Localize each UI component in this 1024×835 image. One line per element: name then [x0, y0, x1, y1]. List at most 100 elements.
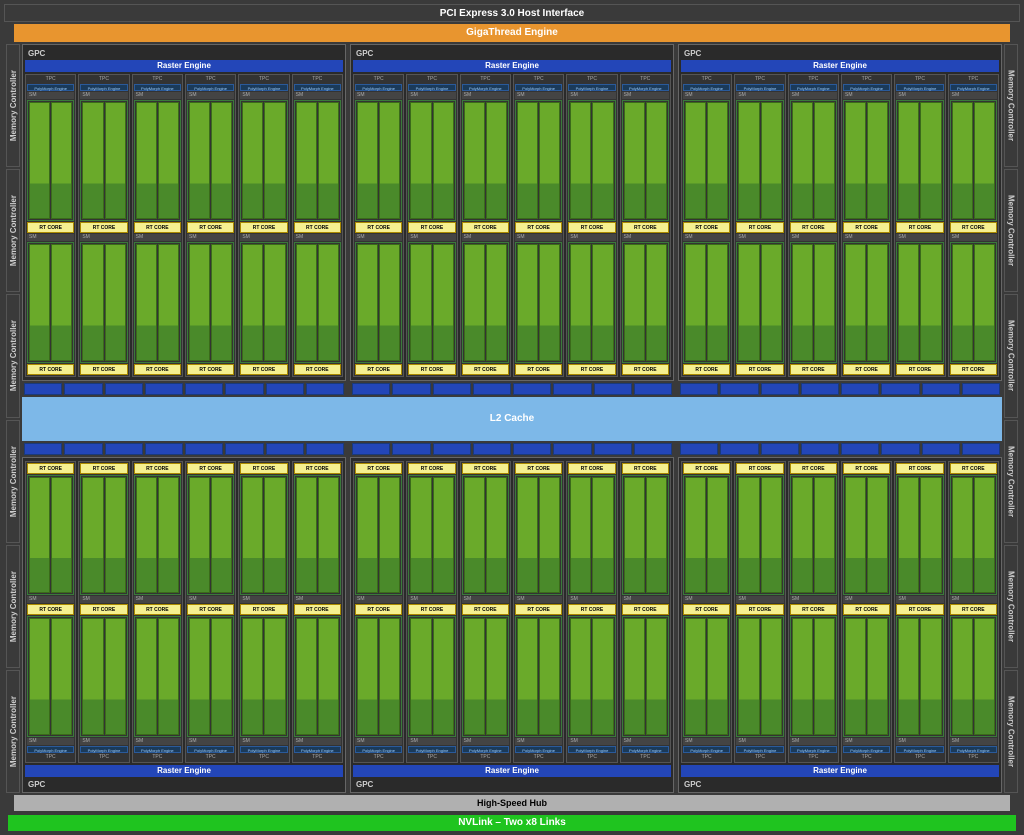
sm-label: SM — [240, 738, 287, 745]
sm-label: SM — [355, 234, 402, 241]
memory-controller: Memory Controller — [6, 420, 20, 543]
sm-block — [462, 242, 509, 363]
rt-core: RT CORE — [355, 364, 402, 375]
rop-group — [350, 443, 674, 455]
sm-label: SM — [843, 596, 890, 603]
sm-label: SM — [896, 738, 943, 745]
rt-core: RT CORE — [462, 364, 509, 375]
rt-core: RT CORE — [408, 463, 455, 474]
raster-engine: Raster Engine — [353, 60, 671, 72]
sm-partition — [211, 102, 232, 219]
sm-partition — [592, 477, 613, 594]
rt-core: RT CORE — [134, 604, 181, 615]
rt-core: RT CORE — [462, 604, 509, 615]
sm-label: SM — [294, 234, 341, 241]
sm-partition — [845, 477, 866, 594]
sm-partition — [592, 244, 613, 361]
sm-partition — [189, 477, 210, 594]
sm-label: SM — [683, 596, 730, 603]
sm-block — [187, 616, 234, 737]
rt-core: RT CORE — [568, 463, 615, 474]
sm-block — [843, 616, 890, 737]
gpc: RT CORESMRT CORESMPolyMorph EngineTPCRT … — [22, 457, 346, 794]
tpc: RT CORESMRT CORESMPolyMorph EngineTPC — [132, 461, 183, 764]
sm-block — [515, 242, 562, 363]
sm-partition — [920, 477, 941, 594]
gpc-label-row: GPC — [25, 778, 343, 790]
sm-partition — [707, 477, 728, 594]
rt-core: RT CORE — [736, 604, 783, 615]
tpc: TPCPolyMorph EngineSMRT CORESMRT CORE — [513, 74, 564, 377]
sm-label: SM — [622, 738, 669, 745]
sm-partition — [845, 102, 866, 219]
sm-block — [736, 475, 783, 596]
tpc: TPCPolyMorph EngineSMRT CORESMRT CORE — [353, 74, 404, 377]
sm-block — [622, 475, 669, 596]
gpc: RT CORESMRT CORESMPolyMorph EngineTPCRT … — [350, 457, 674, 794]
polymorph-engine: PolyMorph Engine — [80, 746, 127, 753]
l2-cache: L2 Cache — [22, 397, 1002, 441]
sm-label: SM — [683, 738, 730, 745]
sm-block — [843, 475, 890, 596]
raster-engine: Raster Engine — [353, 765, 671, 777]
rop-unit — [761, 383, 799, 395]
sm-block — [790, 616, 837, 737]
polymorph-engine: PolyMorph Engine — [950, 84, 997, 91]
sm-block — [408, 475, 455, 596]
sm-label: SM — [187, 596, 234, 603]
sm-partition — [242, 102, 263, 219]
die-core-area: Memory Controller Memory Controller Memory… — [4, 44, 1020, 793]
polymorph-engine: PolyMorph Engine — [462, 84, 509, 91]
sm-block — [240, 100, 287, 221]
sm-partition — [158, 477, 179, 594]
sm-label: SM — [408, 738, 455, 745]
rt-core: RT CORE — [462, 463, 509, 474]
rt-core: RT CORE — [462, 222, 509, 233]
sm-label: SM — [187, 738, 234, 745]
polymorph-engine: PolyMorph Engine — [134, 746, 181, 753]
rt-core: RT CORE — [80, 604, 127, 615]
sm-partition — [646, 477, 667, 594]
polymorph-engine: PolyMorph Engine — [408, 84, 455, 91]
rop-unit — [513, 383, 551, 395]
sm-block — [790, 100, 837, 221]
raster-engine: Raster Engine — [681, 60, 999, 72]
sm-partition — [624, 102, 645, 219]
sm-block — [896, 100, 943, 221]
sm-label: SM — [683, 92, 730, 99]
gpc-label-row: GPC — [25, 47, 343, 59]
rt-core: RT CORE — [790, 463, 837, 474]
tpc: RT CORESMRT CORESMPolyMorph EngineTPC — [460, 461, 511, 764]
tpc-label: TPC — [515, 76, 562, 83]
sm-block — [683, 100, 730, 221]
tpc: RT CORESMRT CORESMPolyMorph EngineTPC — [788, 461, 839, 764]
rt-core: RT CORE — [568, 222, 615, 233]
rt-core: RT CORE — [950, 222, 997, 233]
tpc: TPCPolyMorph EngineSMRT CORESMRT CORE — [460, 74, 511, 377]
tpc-label: TPC — [187, 76, 234, 83]
tpc: RT CORESMRT CORESMPolyMorph EngineTPC — [948, 461, 999, 764]
sm-label: SM — [134, 596, 181, 603]
tpc-label: TPC — [134, 76, 181, 83]
sm-block — [568, 616, 615, 737]
polymorph-engine: PolyMorph Engine — [950, 746, 997, 753]
tpc-label: TPC — [80, 754, 127, 761]
gpc: RT CORESMRT CORESMPolyMorph EngineTPCRT … — [678, 457, 1002, 794]
gpc-label: GPC — [25, 49, 48, 58]
sm-partition — [624, 618, 645, 735]
sm-partition — [189, 244, 210, 361]
memory-controller: Memory Controller — [1004, 44, 1018, 167]
memory-controller: Memory Controller — [6, 44, 20, 167]
rop-unit — [553, 443, 591, 455]
sm-block — [408, 242, 455, 363]
polymorph-engine: PolyMorph Engine — [843, 84, 890, 91]
sm-block — [568, 242, 615, 363]
sm-partition — [517, 618, 538, 735]
sm-partition — [105, 618, 126, 735]
sm-block — [568, 100, 615, 221]
sm-label: SM — [950, 596, 997, 603]
sm-block — [736, 100, 783, 221]
sm-partition — [845, 244, 866, 361]
tpc: RT CORESMRT CORESMPolyMorph EngineTPC — [734, 461, 785, 764]
sm-partition — [29, 477, 50, 594]
